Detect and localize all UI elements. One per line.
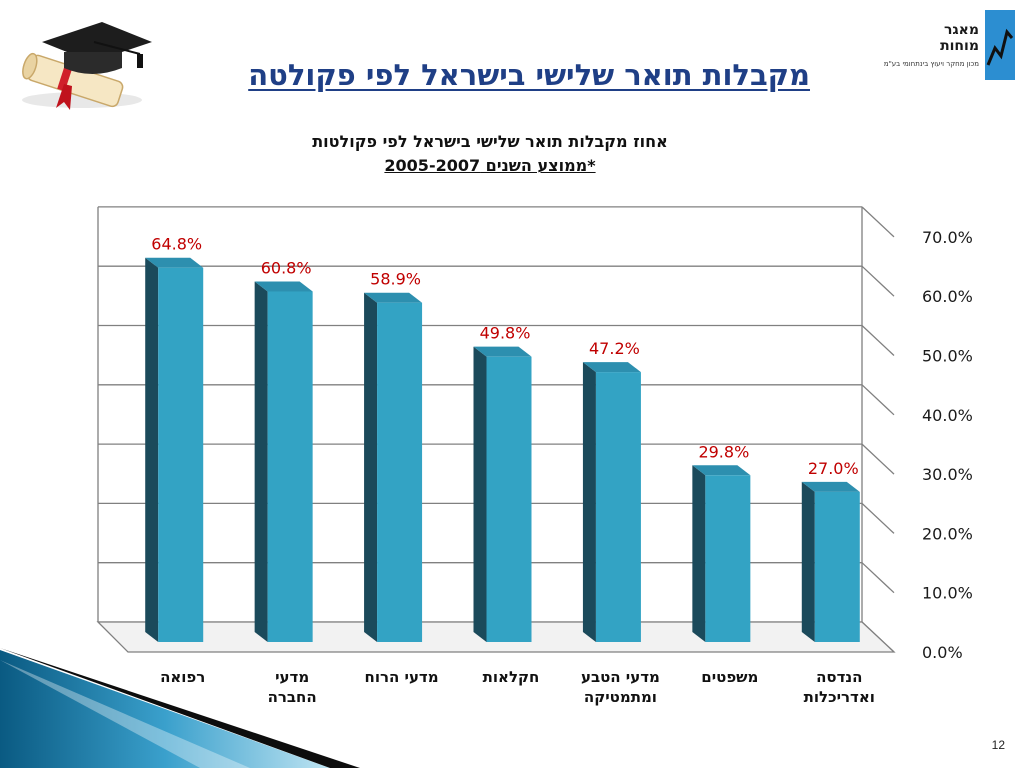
- y-tick-label: 0.0%: [922, 643, 963, 662]
- gridline-side: [861, 443, 895, 475]
- bar: [267, 291, 313, 642]
- category-label: החברה: [268, 688, 317, 706]
- data-label: 27.0%: [808, 459, 859, 478]
- slide-title: מקבלות תואר שלישי בישראל לפי פקולטה: [248, 58, 810, 92]
- page-number: 12: [991, 738, 1005, 752]
- chart-title-block: אחוז מקבלות תואר שלישי בישראל לפי פקולטו…: [200, 130, 780, 178]
- bar-side: [692, 465, 706, 642]
- bar-side: [801, 481, 815, 642]
- deco-band-black: [0, 648, 360, 768]
- bar-top: [145, 257, 204, 268]
- y-tick-label: 70.0%: [922, 228, 973, 247]
- y-tick-label: 40.0%: [922, 406, 973, 425]
- gridline-side: [861, 206, 895, 238]
- chart-subtitle: *ממוצע השנים 2005-2007: [384, 156, 596, 175]
- gridline-side: [861, 562, 895, 594]
- data-label: 58.9%: [370, 270, 421, 289]
- logo-name: מאגר מוחות: [940, 22, 979, 54]
- data-label: 60.8%: [261, 258, 312, 277]
- bar: [158, 267, 204, 642]
- bar-side: [582, 362, 596, 642]
- company-logo: מאגר מוחות מכון מחקר ויעוץ בינתחומי בע"מ: [845, 10, 1015, 85]
- bar-top: [364, 292, 423, 303]
- y-tick-label: 30.0%: [922, 465, 973, 484]
- data-label: 29.8%: [698, 442, 749, 461]
- deco-band-highlight: [0, 660, 250, 768]
- bar-side: [254, 281, 268, 642]
- y-tick-label: 20.0%: [922, 524, 973, 543]
- chart-title: אחוז מקבלות תואר שלישי בישראל לפי פקולטו…: [312, 132, 668, 151]
- logo-subtitle: מכון מחקר ויעוץ בינתחומי בע"מ: [883, 60, 979, 68]
- bar-top: [473, 346, 532, 357]
- gridline-side: [861, 325, 895, 356]
- bar: [486, 356, 532, 642]
- bar: [814, 491, 860, 642]
- y-tick-label: 50.0%: [922, 347, 973, 366]
- gridline-side: [861, 502, 895, 534]
- data-label: 64.8%: [151, 235, 202, 254]
- deco-band-blue: [0, 650, 330, 768]
- bar-side: [145, 257, 159, 642]
- gridline-side: [861, 265, 895, 297]
- bar-top: [692, 465, 751, 476]
- category-label: חקלאות: [483, 668, 540, 686]
- bar-top: [582, 362, 641, 373]
- bar-top: [801, 481, 860, 492]
- category-label: ואדריכלות: [804, 688, 875, 706]
- bar-top: [254, 281, 313, 292]
- category-label: מדעי הטבע: [581, 668, 660, 686]
- category-label: מדעי: [275, 668, 309, 686]
- y-tick-label: 60.0%: [922, 287, 973, 306]
- category-label: רפואה: [160, 668, 205, 686]
- category-label: ומתמטיקה: [584, 688, 657, 706]
- category-label: משפטים: [701, 668, 758, 686]
- bar: [377, 302, 423, 642]
- gridline-side: [861, 384, 895, 416]
- data-label: 47.2%: [589, 339, 640, 358]
- y-tick-label: 10.0%: [922, 584, 973, 603]
- data-label: 49.8%: [480, 324, 531, 343]
- category-label: הנדסה: [816, 668, 862, 686]
- bar-side: [364, 292, 378, 642]
- bar-side: [473, 346, 487, 642]
- bar: [595, 372, 641, 642]
- graduation-cap-icon: [22, 22, 152, 110]
- logo-mark-icon: [985, 10, 1015, 80]
- category-label: מדעי הרוח: [365, 668, 439, 686]
- bar: [705, 475, 751, 642]
